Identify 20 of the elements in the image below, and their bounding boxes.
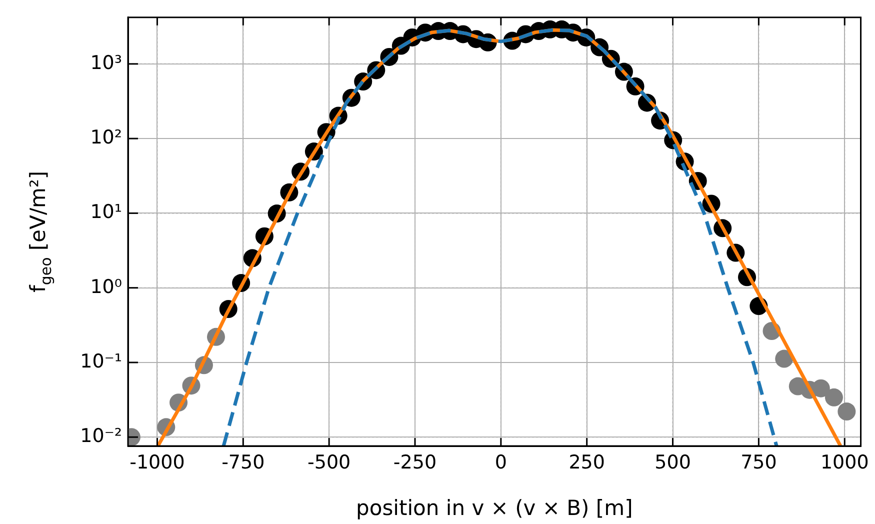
x-tick-label: 750 xyxy=(740,451,777,474)
y-tick-label: 10⁻¹ xyxy=(80,350,122,372)
point xyxy=(838,402,856,421)
x-tick-label: 1000 xyxy=(820,451,869,474)
point xyxy=(824,388,843,406)
x-tick-label: 250 xyxy=(568,451,605,474)
y-tick-label: 10² xyxy=(90,126,122,148)
x-axis-title: position in v × (v × B) [m] xyxy=(356,496,633,520)
y-tick-label: 10³ xyxy=(90,52,122,74)
point xyxy=(775,350,794,368)
x-tick-label: 500 xyxy=(654,451,691,474)
x-tick-label: -1000 xyxy=(130,451,185,474)
x-tick-label: -750 xyxy=(222,451,265,474)
x-tick-label: 0 xyxy=(494,451,507,474)
x-tick-label: -500 xyxy=(308,451,351,474)
y-tick-label: 10¹ xyxy=(90,201,122,224)
y-tick-label: 10⁰ xyxy=(90,276,122,298)
y-tick-label: 10⁻² xyxy=(80,425,122,448)
y-axis-title: fgeo [eV/m²] xyxy=(26,170,55,293)
x-tick-label: -250 xyxy=(393,451,437,474)
